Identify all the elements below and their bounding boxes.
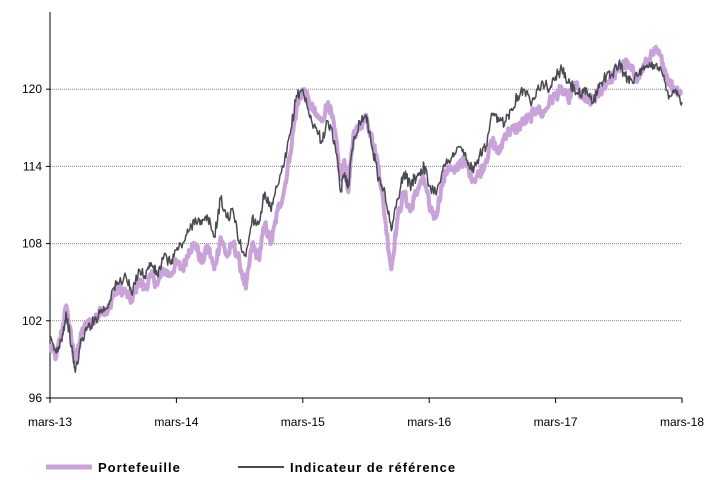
legend-label-indicateur: Indicateur de référence: [290, 460, 456, 475]
legend-label-portefeuille: Portefeuille: [98, 460, 181, 475]
y-tick-label: 96: [29, 391, 43, 405]
x-tick-label: mars-13: [28, 415, 72, 429]
y-axis-ticks: 96 102 108 114 120: [22, 82, 50, 405]
x-tick-label: mars-15: [281, 415, 325, 429]
x-tick-label: mars-16: [407, 415, 451, 429]
legend: Portefeuille Indicateur de référence: [46, 460, 456, 475]
x-tick-label: mars-17: [534, 415, 578, 429]
x-tick-label: mars-14: [154, 415, 198, 429]
x-tick-label: mars-18: [660, 415, 704, 429]
y-tick-label: 114: [23, 159, 42, 173]
x-axis-ticks: mars-13 mars-14 mars-15 mars-16 mars-17 mars-…: [28, 398, 704, 429]
series-line-indicateur: [49, 59, 683, 374]
series-layer: [48, 45, 684, 374]
y-tick-label: 108: [22, 237, 42, 251]
y-tick-label: 102: [22, 314, 42, 328]
y-tick-label: 120: [22, 82, 42, 96]
